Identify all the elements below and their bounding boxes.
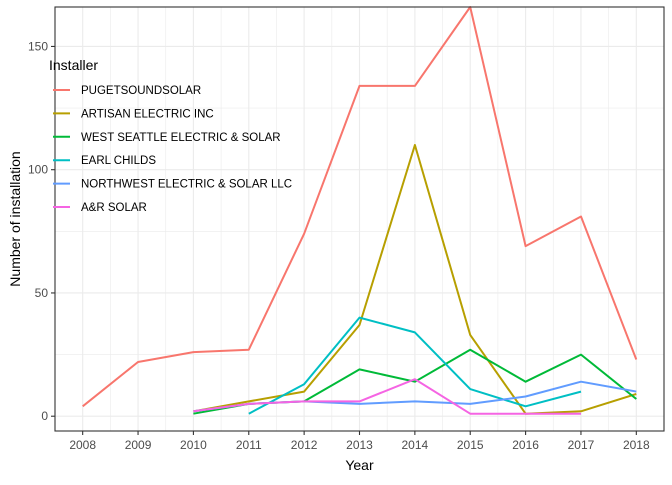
legend: Installer PUGETSOUNDSOLAR ARTISAN ELECTRIC… (49, 57, 292, 214)
legend-label-4: EARL CHILDS (81, 155, 156, 167)
x-tick-label: 2008 (69, 438, 96, 452)
y-axis-title: Number of installation (7, 151, 23, 286)
series-line-4 (248, 316, 582, 415)
x-axis-title: Year (345, 457, 374, 473)
series-line-1 (82, 6, 638, 408)
y-tick-label: 50 (35, 286, 49, 300)
plot-panel (55, 7, 664, 431)
x-tick-label: 2013 (346, 438, 373, 452)
x-tick-label: 2014 (402, 438, 429, 452)
x-tick-label: 2009 (125, 438, 152, 452)
y-tick-label: 0 (41, 409, 48, 423)
x-tick-label: 2016 (512, 438, 539, 452)
x-tick-label: 2017 (568, 438, 595, 452)
legend-label-6: A&R SOLAR (81, 202, 147, 214)
legend-title: Installer (49, 57, 98, 73)
series-line-6 (193, 378, 581, 415)
x-tick-label: 2011 (236, 438, 262, 452)
y-tick-label: 150 (28, 39, 48, 53)
x-tick-label: 2012 (291, 438, 318, 452)
legend-label-2: ARTISAN ELECTRIC INC (81, 108, 214, 120)
legend-label-5: NORTHWEST ELECTRIC & SOLAR LLC (81, 179, 292, 191)
x-tick-label: 2010 (180, 438, 207, 452)
x-tick-label: 2015 (457, 438, 484, 452)
series-lines (82, 6, 638, 415)
axes: 2008 2009 2010 2011 2012 2013 2014 2015 2016 2017… (28, 6, 665, 452)
y-tick-label: 100 (28, 163, 48, 177)
x-tick-label: 2018 (623, 438, 650, 452)
series-line-2 (193, 144, 637, 415)
legend-label-1: PUGETSOUNDSOLAR (81, 85, 201, 97)
legend-label-3: WEST SEATTLE ELECTRIC & SOLAR (81, 132, 281, 144)
